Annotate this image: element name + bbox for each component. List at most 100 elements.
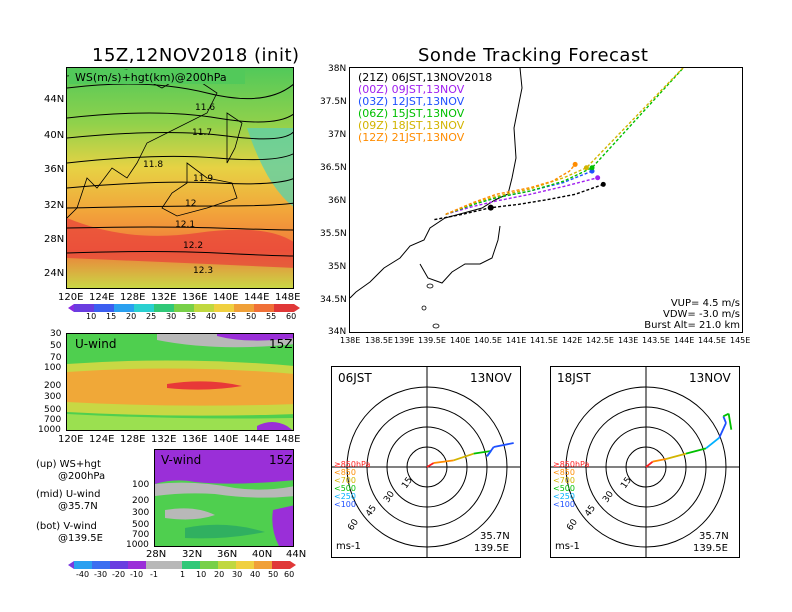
v-wind-colorbar [68,561,296,569]
pressure-legend-item: <850 [334,468,356,477]
lat-tick: 36N [328,196,347,206]
pressure-tick: 700 [44,415,62,425]
contour-line [67,153,293,164]
hodograph-segment [433,459,454,464]
v-wind-label: V-wind [161,453,201,467]
param-vdw: VDW= -3.0 m/s [663,309,740,320]
track-line [445,68,685,215]
legend-utc: (09Z) [358,119,389,132]
colorbar-tick: 1 [180,570,186,579]
hodograph-trace [426,442,514,468]
lat-tick: 36.5N [320,163,347,173]
track-lines [434,68,685,221]
contour-line [67,131,293,140]
colorbar-tick: 30 [166,312,177,321]
legend-utc: (06Z) [358,107,389,120]
wind-speed-map: 11.6 11.7 11.8 11.9 12 12.1 12.2 12.3 WS… [66,67,294,289]
hodograph-date: 13NOV [470,371,512,385]
lat-tick: 40N [44,130,65,141]
lon-tick: 145E [730,336,751,345]
contour-label: 12.1 [175,220,195,230]
hodograph-segment [453,452,474,462]
note-line-b: @200hPa [58,471,106,482]
pressure-legend-item: <500 [334,484,356,493]
pressure-tick: 30 [50,329,62,339]
pressure-legend-item: <700 [334,476,356,485]
hodograph-lon: 139.5E [474,543,509,554]
contour-label: 12.3 [193,266,213,276]
lat-tick: 37N [328,130,347,140]
pressure-legend-item: <100 [553,500,575,509]
lon-tick: 124E [89,292,115,303]
legend-entry-3: (06Z) 15JST,13NOV [358,108,492,120]
colorbar-swatch [234,304,254,312]
colorbar-swatch [164,561,182,569]
lon-tick: 120E [58,434,84,445]
u-wind-cross-section: U-wind 15Z [66,333,294,431]
pressure-tick: 50 [50,341,62,351]
v-wind-cross-section: V-wind 15Z [154,449,294,547]
lon-tick: 138.5E [365,336,393,345]
hodograph-segment [722,415,727,424]
pressure-tick: 500 [132,520,150,530]
u-wind-low-level [67,414,293,430]
pressure-tick: 700 [132,530,150,540]
colorbar-swatch [146,561,164,569]
colorbar-tick: 15 [106,312,117,321]
contour-line [67,251,293,257]
lon-tick: 120E [58,292,84,303]
coastline-honshu [350,68,523,299]
lon-tick: 132E [151,434,177,445]
colorbar-tick: -40 [76,570,90,579]
colorbar-swatch [254,561,272,569]
jet-core [67,218,293,268]
colorbar-swatch [194,304,214,312]
hodograph-unit: ms-1 [555,541,580,552]
colorbar-swatch [94,304,114,312]
track-svg [350,68,685,329]
hodograph-lon: 139.5E [693,543,728,554]
legend-jst: 06JST,13NOV2018 [391,71,493,84]
hodograph-segment [652,458,667,463]
ring-label: 60 [346,517,361,532]
lat-tick: 38N [328,64,347,74]
colorbar-tick: 40 [206,312,217,321]
track-line [434,183,604,221]
lon-tick: 142.5E [586,336,614,345]
coastline-kanto [419,225,501,284]
island-outline [432,323,440,329]
map-panel-label: WS(m/s)+hgt(km)@200hPa [75,71,227,84]
lon-tick: 140E [213,292,239,303]
pressure-tick: 300 [132,508,150,518]
lat-tick: 40N [252,549,273,560]
colorbar-swatch [174,304,194,312]
lat-tick: 34.5N [320,295,347,305]
contour-label: 12 [185,199,196,209]
lat-tick: 36N [44,164,65,175]
colorbar-tick: 25 [146,312,157,321]
pressure-tick: 200 [44,381,62,391]
legend-jst: 12JST,13NOV [391,95,465,108]
pressure-legend: ≥850hPa <850 <700 <500 <250 <100 [553,461,589,509]
lat-tick: 24N [44,268,65,279]
lat-tick: 44N [44,94,65,105]
v-wind-northerly [155,450,293,484]
lon-tick: 128E [120,292,146,303]
colorbar-swatch [92,561,110,569]
ring-label: 15 [619,476,634,491]
colorbar-swatch [110,561,128,569]
legend-entry-1: (00Z) 09JST,13NOV [358,84,492,96]
hodograph-segment [727,413,733,430]
hodograph-left-svg: 15 30 45 60 [332,367,520,557]
lon-tick: 142E [562,336,583,345]
colorbar-tick: 50 [246,312,257,321]
colorbar-swatch [154,304,174,312]
pressure-tick: 70 [50,353,62,363]
u-wind-easterly-low [257,422,293,430]
lon-tick: 136E [182,434,208,445]
hodograph-segment [718,422,727,439]
landing-point [583,165,589,171]
island-outline [421,305,427,311]
lon-tick: 144.5E [698,336,726,345]
hodograph-segment [645,460,654,468]
